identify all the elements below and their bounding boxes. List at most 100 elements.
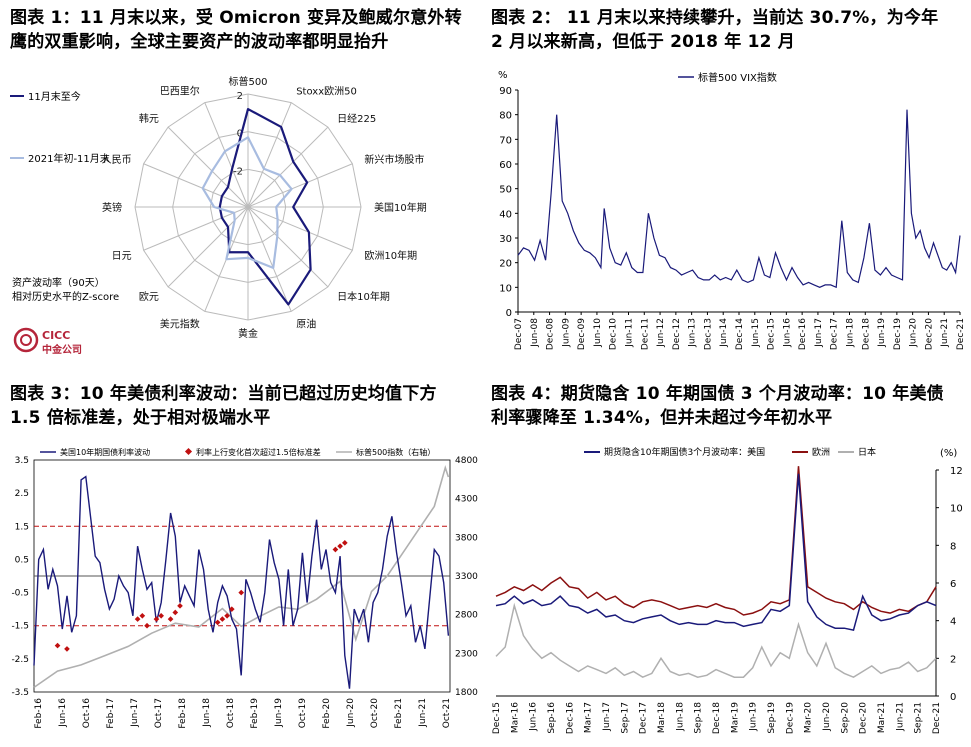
fig2-xtick: Jun-09	[561, 318, 571, 348]
fig2-xtick: Dec-10	[609, 318, 619, 350]
fig4-series-line-1	[495, 466, 937, 616]
fig2-ytick: 40	[499, 209, 512, 220]
fig4-title-line2: 利率骤降至 1.34%，但并未超过今年初水平	[491, 408, 833, 428]
fig3-marker	[134, 616, 141, 622]
fig2-xtick: Jun-17	[814, 318, 824, 348]
fig2-title: 图表 2： 11 月末以来持续攀升，当前达 30.7%，为今年 2 月以来新高，…	[491, 6, 938, 54]
fig2-vix-line	[517, 109, 961, 289]
fig2-ytick: 90	[499, 86, 512, 97]
radar-spoke	[204, 102, 249, 208]
fig4-ytick: 6	[950, 579, 956, 590]
radar-axis-label: 欧元	[139, 291, 159, 303]
fig3-marker	[228, 606, 235, 612]
radar-axis-label: 日经225	[337, 112, 376, 125]
fig1-radar-chart: 2 0 -2 标普500 Stoxx欧洲50 日经225 新兴市场股市美国10年期欧洲10年…	[10, 75, 427, 340]
fig4-ytick: 12	[950, 466, 963, 477]
fig3-marker	[139, 612, 146, 619]
fig2-xtick: Dec-18	[861, 318, 871, 350]
radar-note-line2: 相对历史水平的Z-score	[12, 290, 119, 303]
radar-axis-label: 原油	[296, 317, 316, 330]
fig2-xtick: Dec-12	[672, 318, 682, 350]
radar-axis-label: 标普500	[228, 75, 267, 88]
fig3-legend-swatch-1	[184, 447, 193, 456]
radar-note-line1: 资产波动率（90天）	[12, 276, 105, 289]
fig2-ytick: 20	[499, 259, 512, 270]
fig3-ytick-right: 3800	[455, 533, 478, 543]
fig4-xtick: Sep-21	[914, 702, 924, 734]
fig3-ytick-left: -2.5	[11, 655, 29, 665]
radar-axis-label: 人民币	[102, 154, 132, 166]
fig2-title-line1: 图表 2： 11 月末以来持续攀升，当前达 30.7%，为今年	[491, 8, 939, 28]
fig3-xtick: Oct-18	[226, 698, 236, 729]
fig2-xtick: Jun-13	[688, 318, 698, 348]
fig3-marker	[177, 603, 183, 609]
fig2-vix-chart: % 0 10 20 30 40 50 60 70 80 90 Dec-07 Jun-08 Dec-08 Ju…	[498, 70, 966, 350]
radar-series-0	[218, 107, 312, 306]
fig2-xtick: Jun-18	[846, 318, 856, 348]
radar-series-1	[201, 136, 293, 269]
fig4-xtick: Mar-18	[657, 702, 667, 733]
radar-axis-label: 日元	[112, 251, 132, 262]
fig4-xtick: Mar-17	[584, 702, 594, 733]
fig2-title-line2: 2 月以来新高，但低于 2018 年 12 月	[491, 32, 795, 52]
fig3-legend-label-0: 美国10年期国债利率波动	[60, 447, 150, 457]
cicc-logo: CICC 中金公司	[12, 326, 102, 358]
fig2-ytick: 0	[506, 308, 512, 319]
fig3-ytick-left: 3.5	[15, 456, 29, 466]
fig4-unit: (%)	[940, 448, 957, 459]
fig3-ytick-left: 1.5	[15, 522, 29, 532]
fig2-xtick: Dec-14	[735, 318, 745, 350]
fig4-xtick: Sep-18	[694, 702, 704, 734]
fig2-unit: %	[498, 70, 508, 81]
radar-spoke	[247, 206, 292, 312]
fig2-xtick: Jun-20	[909, 318, 919, 348]
fig2-xtick: Jun-21	[940, 318, 950, 348]
fig4-ytick: 0	[950, 692, 956, 703]
fig1-title: 图表 1：11 月末以来，受 Omicron 变异及鲍威尔意外转 鹰的双重影响，…	[10, 6, 462, 54]
fig3-marker	[64, 646, 70, 652]
fig3-xtick: Oct-19	[298, 698, 308, 729]
fig4-xtick: Mar-21	[877, 702, 887, 733]
radar-ring-label: 0	[237, 129, 243, 140]
fig3-title: 图表 3：10 年美债利率波动：当前已超过历史均值下方 1.5 倍标准差，处于相…	[10, 382, 437, 430]
fig4-xtick: Mar-16	[510, 702, 520, 733]
fig4-xtick: Dec-18	[712, 702, 722, 734]
fig4-legend-label-0: 期货隐含10年期国债3个月波动率：美国	[604, 446, 765, 458]
fig4-xtick: Dec-21	[932, 702, 942, 734]
fig2-xtick: Dec-15	[767, 318, 777, 350]
radar-axis-label: 美元指数	[160, 317, 200, 330]
radar-axis-label: 韩元	[139, 112, 159, 125]
fig4-legend-label-1: 欧洲	[812, 446, 830, 458]
fig3-ytick-left: 0.5	[15, 555, 29, 565]
radar-spoke	[247, 102, 292, 208]
fig2-xtick: Dec-11	[640, 318, 650, 350]
fig3-xtick: Jun-20	[346, 698, 356, 728]
radar-spoke	[247, 206, 329, 288]
fig4-ytick: 2	[950, 654, 956, 665]
fig4-ytick: 4	[950, 617, 956, 628]
fig3-xtick: Oct-16	[82, 698, 92, 729]
fig3-xtick: Feb-20	[322, 698, 332, 729]
cicc-logo-en: CICC	[42, 329, 70, 342]
fig3-sp500-line	[33, 464, 450, 689]
fig3-marker	[341, 540, 348, 546]
fig2-ytick: 60	[499, 160, 512, 171]
fig2-legend-label: 标普500 VIX指数	[698, 71, 777, 84]
fig2-xtick: Dec-21	[956, 318, 966, 350]
fig3-ytick-left: -1.5	[11, 622, 29, 632]
fig3-xtick: Jun-16	[58, 698, 68, 728]
fig4-ytick: 8	[950, 541, 956, 552]
fig4-xtick: Dec-20	[859, 702, 869, 734]
fig2-xtick: Jun-19	[877, 318, 887, 348]
fig3-marker	[54, 642, 61, 649]
fig3-ytick-right: 3300	[455, 572, 478, 582]
radar-spoke	[247, 163, 353, 208]
fig3-xtick: Feb-16	[34, 698, 44, 729]
fig2-xtick: Dec-16	[798, 318, 808, 350]
radar-axis-label: 巴西里尔	[160, 85, 200, 98]
fig3-ytick-right: 4800	[455, 456, 478, 466]
fig2-xtick: Dec-08	[546, 318, 556, 350]
fig4-xtick: Jun-18	[675, 702, 685, 732]
fig4-xtick: Dec-16	[565, 702, 575, 734]
fig2-ytick: 30	[499, 234, 512, 245]
